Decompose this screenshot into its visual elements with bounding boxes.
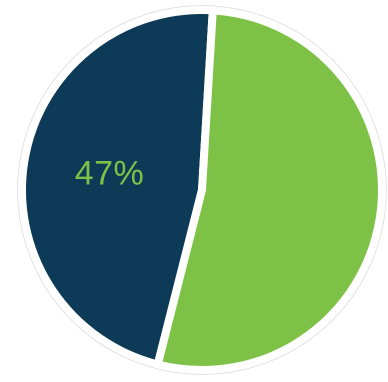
pie-slice-1 xyxy=(18,6,218,370)
pie-slices xyxy=(18,6,386,374)
pie-slice-1-label: 47% xyxy=(75,155,145,193)
pie-labels: 47% xyxy=(75,155,145,193)
pie-slice-2 xyxy=(152,6,386,374)
